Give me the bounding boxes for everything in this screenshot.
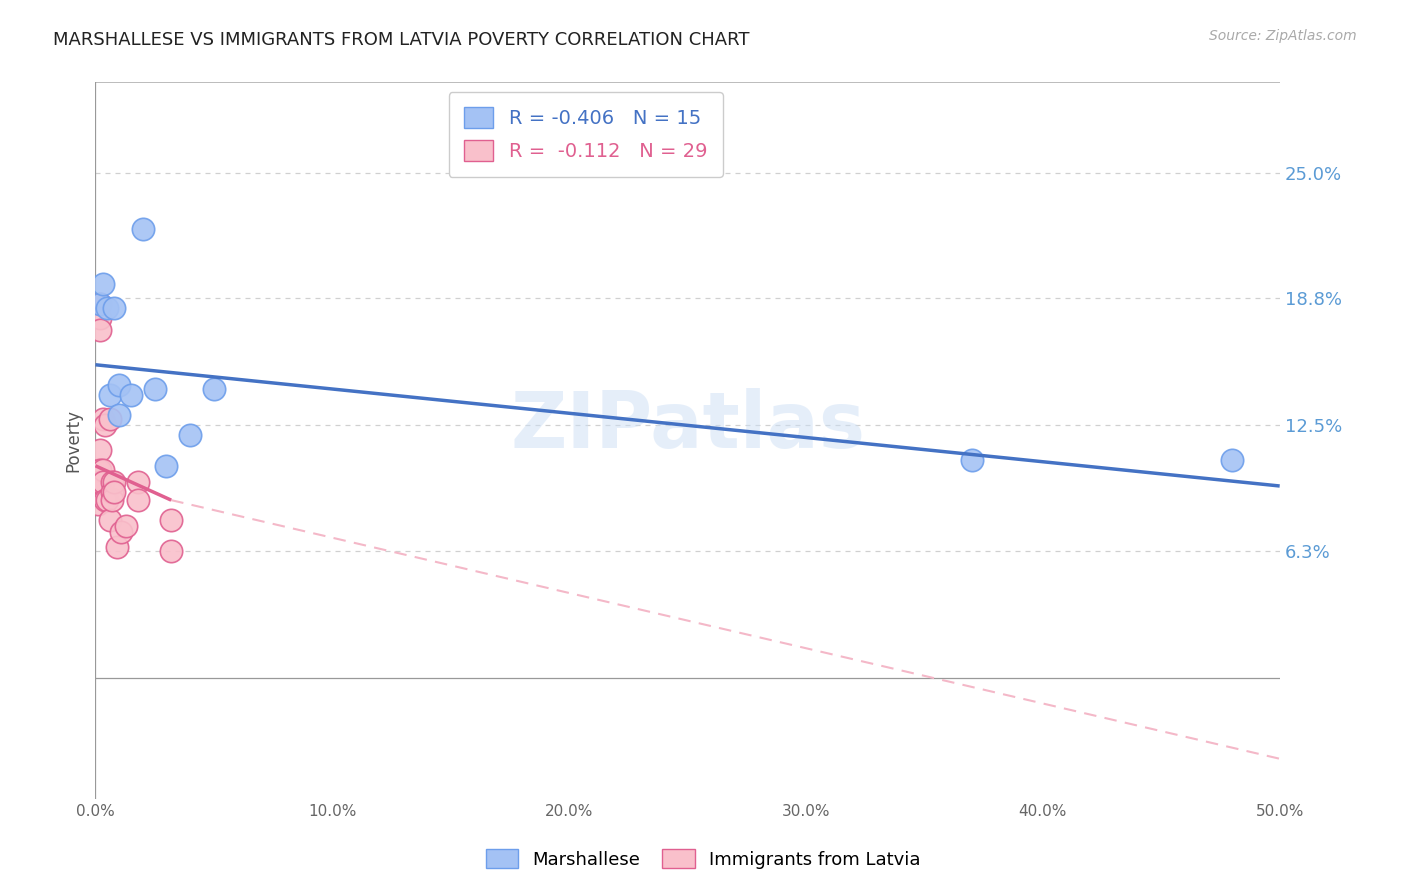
- Point: [155, 458, 177, 473]
- Point: [98, 412, 121, 426]
- Point: [89, 463, 111, 477]
- Y-axis label: Poverty: Poverty: [65, 409, 82, 472]
- Point: [89, 297, 111, 311]
- Point: [87, 475, 110, 489]
- Point: [89, 323, 111, 337]
- Point: [89, 297, 111, 311]
- Point: [91, 277, 114, 291]
- Point: [91, 475, 114, 489]
- Point: [103, 485, 125, 500]
- Point: [98, 388, 121, 402]
- Point: [108, 378, 131, 392]
- Point: [94, 418, 117, 433]
- Point: [120, 388, 142, 402]
- Point: [108, 409, 131, 423]
- Point: [87, 463, 110, 477]
- Text: ZIPatlas: ZIPatlas: [510, 388, 865, 464]
- Point: [89, 442, 111, 457]
- Point: [105, 540, 128, 554]
- Point: [103, 301, 125, 316]
- Point: [91, 463, 114, 477]
- Point: [127, 475, 149, 489]
- Point: [110, 525, 132, 540]
- Point: [132, 222, 155, 236]
- Point: [101, 475, 124, 489]
- Point: [143, 382, 166, 396]
- Point: [160, 513, 183, 527]
- Point: [101, 493, 124, 508]
- Point: [87, 497, 110, 511]
- Legend: R = -0.406   N = 15, R =  -0.112   N = 29: R = -0.406 N = 15, R = -0.112 N = 29: [449, 92, 723, 177]
- Point: [127, 493, 149, 508]
- Point: [101, 485, 124, 500]
- Text: Source: ZipAtlas.com: Source: ZipAtlas.com: [1209, 29, 1357, 43]
- Point: [98, 513, 121, 527]
- Point: [96, 493, 118, 508]
- Point: [96, 301, 118, 316]
- Point: [89, 475, 111, 489]
- Point: [103, 475, 125, 489]
- Point: [115, 519, 138, 533]
- Text: MARSHALLESE VS IMMIGRANTS FROM LATVIA POVERTY CORRELATION CHART: MARSHALLESE VS IMMIGRANTS FROM LATVIA PO…: [53, 31, 749, 49]
- Point: [960, 452, 983, 467]
- Point: [1220, 452, 1243, 467]
- Point: [91, 412, 114, 426]
- Point: [202, 382, 225, 396]
- Point: [179, 428, 201, 442]
- Point: [89, 311, 111, 326]
- Legend: Marshallese, Immigrants from Latvia: Marshallese, Immigrants from Latvia: [478, 842, 928, 876]
- Point: [160, 543, 183, 558]
- Point: [94, 493, 117, 508]
